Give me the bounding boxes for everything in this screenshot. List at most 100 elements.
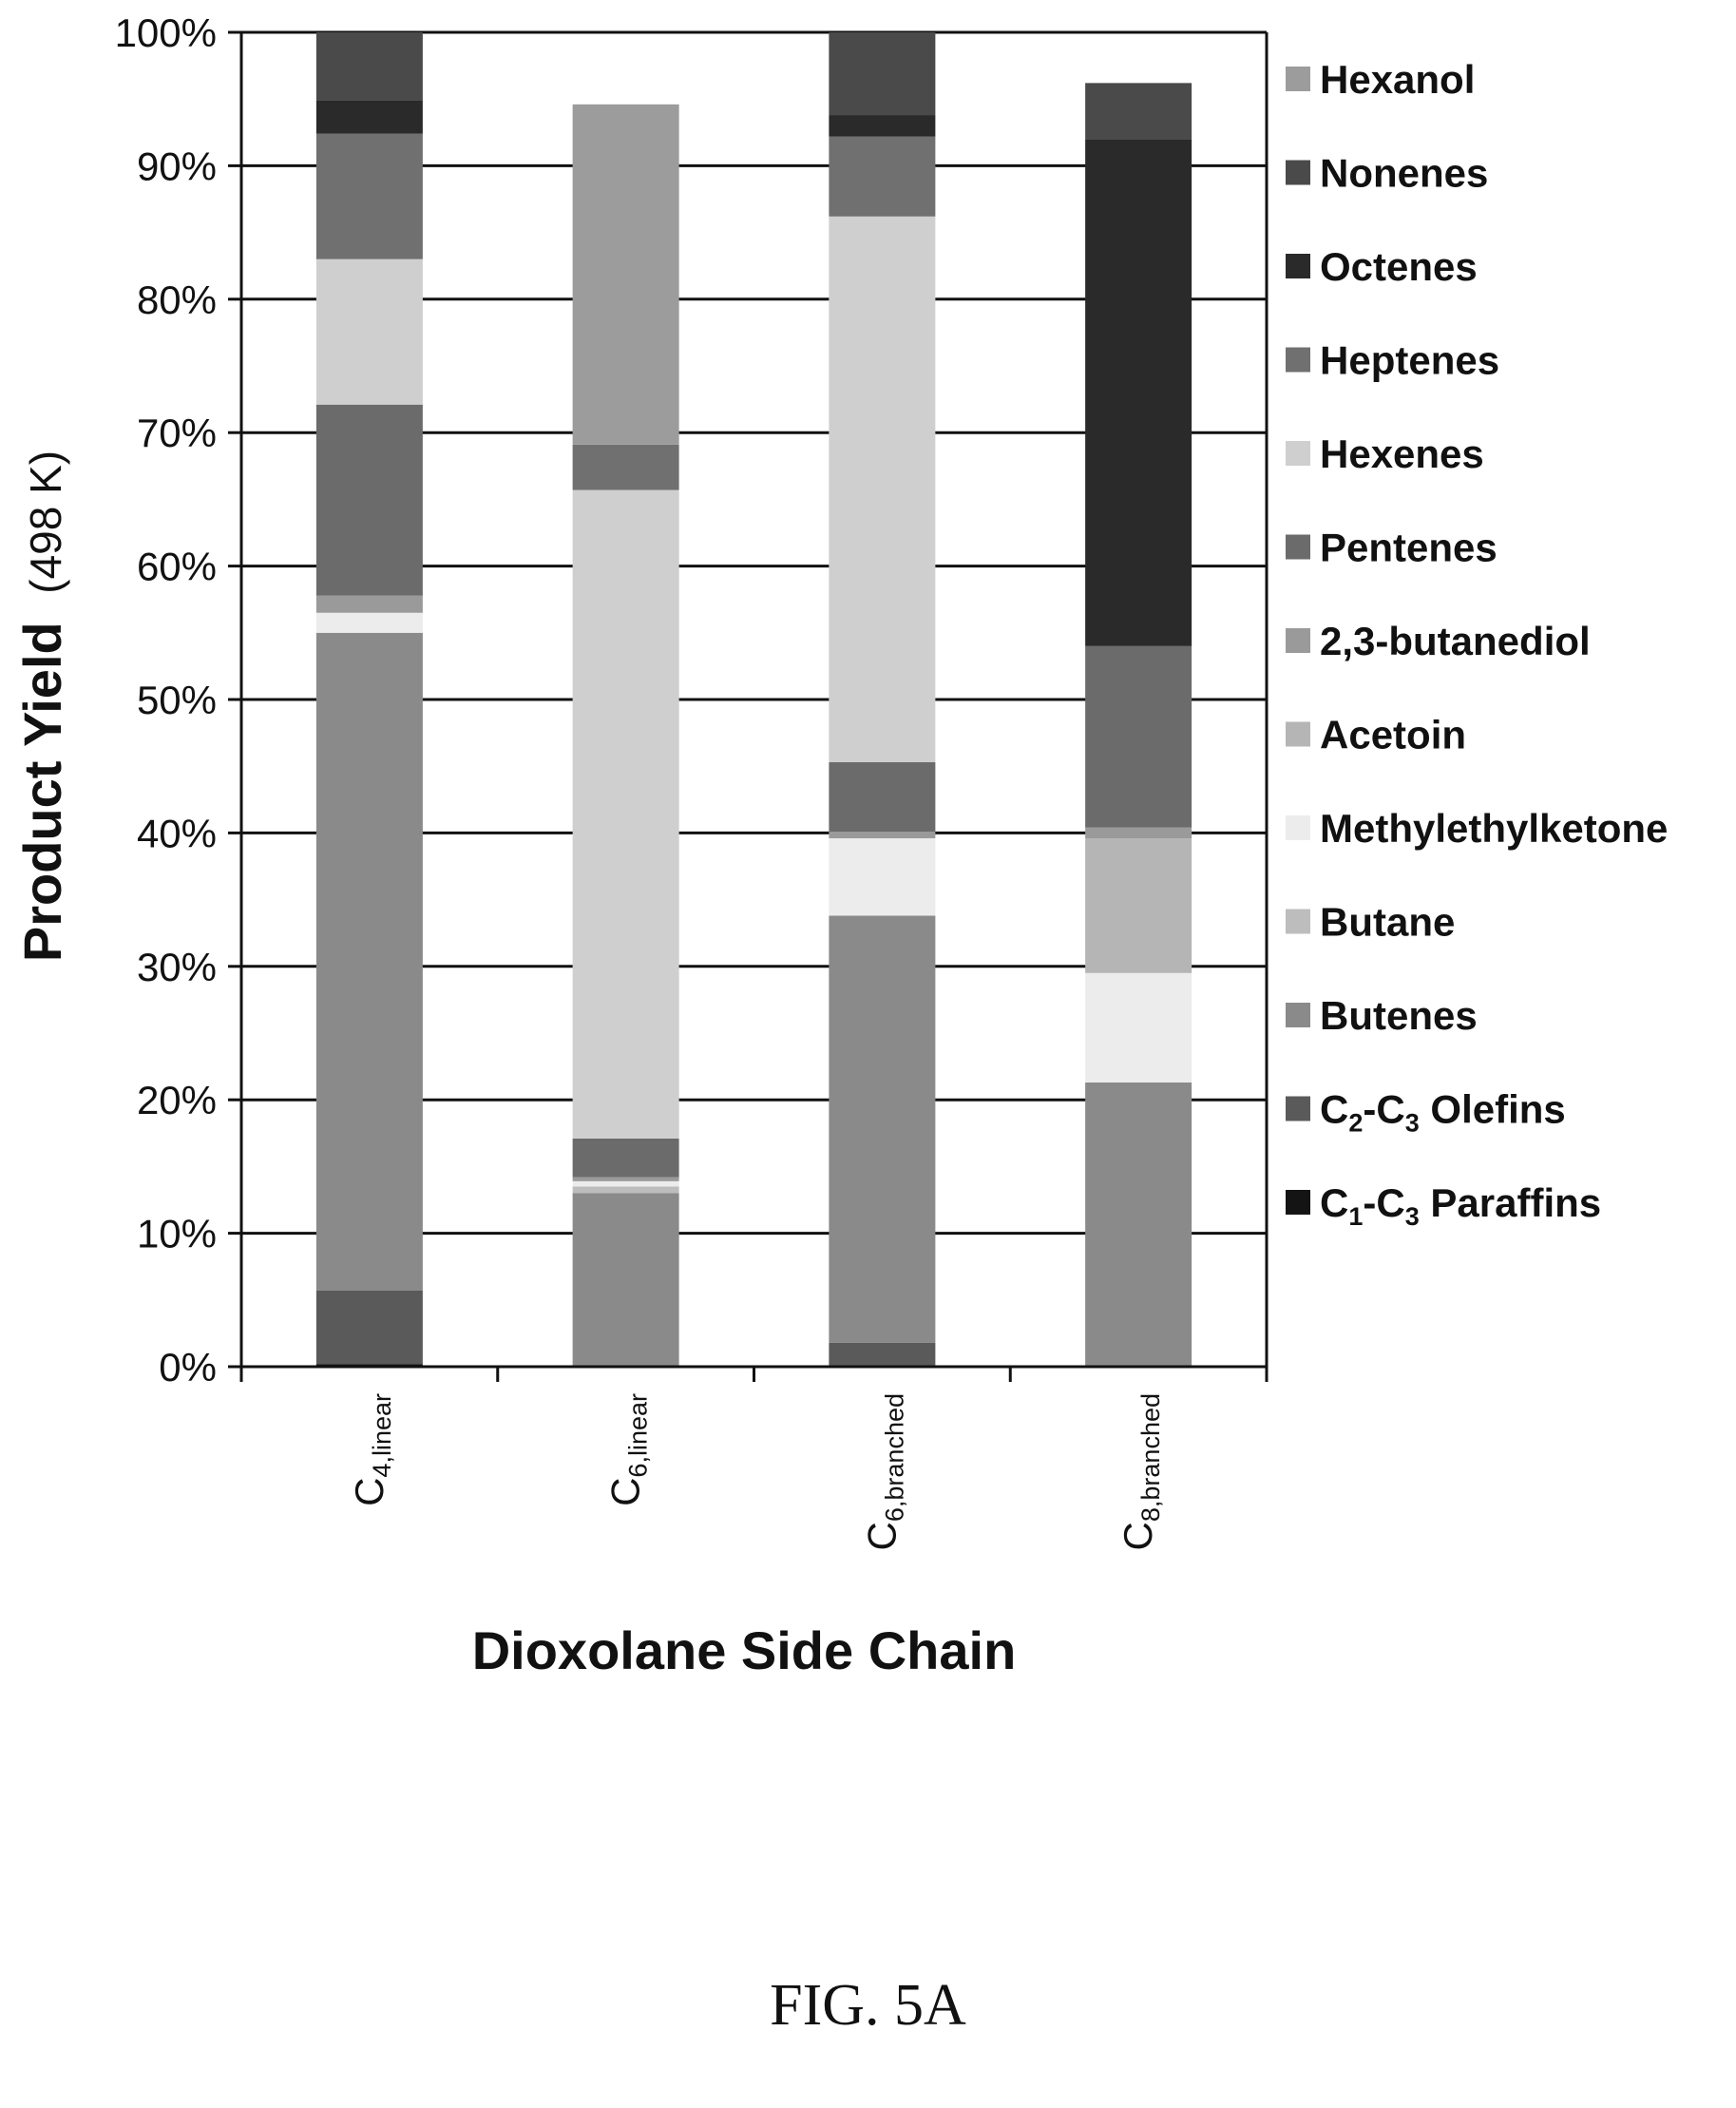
bar-segment: [315, 133, 423, 259]
legend-item: Octenes: [1286, 244, 1478, 289]
bar-segment: [315, 32, 423, 101]
legend-label: Butane: [1320, 900, 1455, 945]
y-tick-label: 20%: [137, 1078, 217, 1122]
legend-swatch: [1286, 347, 1310, 373]
bar-segment: [572, 104, 679, 445]
legend-item: Nonenes: [1286, 151, 1488, 196]
bar-stack: [572, 104, 679, 1367]
bar-segment: [572, 1138, 679, 1178]
x-tick-label: C6,linear: [603, 1393, 653, 1506]
bar-segment: [315, 100, 423, 134]
legend-label: Methylethylketone: [1320, 806, 1668, 851]
y-tick-label: 0%: [159, 1345, 217, 1389]
legend: Hexanol Nonenes Octenes Heptenes Hexenes Pent…: [1286, 57, 1668, 1231]
bar-segment: [829, 136, 936, 217]
axes: [228, 30, 1269, 1382]
legend-item: Hexenes: [1286, 431, 1484, 476]
legend-label: Butenes: [1320, 993, 1478, 1038]
legend-swatch: [1286, 1096, 1310, 1121]
y-axis-title: Product Yield (498 K): [12, 450, 72, 962]
bar-segment: [1085, 827, 1192, 839]
bar-segment: [1085, 838, 1192, 973]
legend-item: 2,3-butanediol: [1286, 619, 1591, 663]
legend-swatch: [1286, 909, 1310, 934]
bar-segment: [1085, 645, 1192, 828]
x-tick-labels: C4,linear C6,linear C6,branched C8,branched: [347, 1393, 1165, 1550]
bar-stack: [1085, 83, 1192, 1367]
bar-segment: [1085, 139, 1192, 646]
bar-segment: [829, 838, 936, 916]
bar-segment: [829, 761, 936, 832]
legend-item: C2-C3 Olefins: [1286, 1087, 1566, 1138]
legend-swatch: [1286, 815, 1310, 840]
y-tick-label: 10%: [137, 1212, 217, 1256]
bar-segment: [829, 115, 936, 137]
y-tick-label: 40%: [137, 811, 217, 855]
bar-segment: [829, 831, 936, 839]
bar-segment: [572, 444, 679, 490]
x-axis-title: Dioxolane Side Chain: [472, 1620, 1017, 1680]
bar-segment: [829, 1342, 936, 1367]
bar-segment: [315, 595, 423, 613]
legend-label: Heptenes: [1320, 338, 1499, 383]
legend-item: Heptenes: [1286, 338, 1499, 383]
bar-stack: [829, 32, 936, 1367]
legend-swatch: [1286, 1003, 1310, 1027]
x-tick-label: C6,branched: [859, 1393, 908, 1550]
legend-swatch: [1286, 67, 1310, 91]
legend-item: Pentenes: [1286, 526, 1498, 570]
bar-segment: [315, 632, 423, 1291]
legend-item: Methylethylketone: [1286, 806, 1668, 851]
bar-segment: [1085, 972, 1192, 1083]
legend-swatch: [1286, 441, 1310, 466]
legend-label: Nonenes: [1320, 151, 1488, 196]
y-tick-label: 90%: [137, 144, 217, 188]
y-tick-label: 80%: [137, 278, 217, 322]
x-tick-label: C4,linear: [347, 1393, 396, 1506]
bar-segment: [572, 1186, 679, 1194]
bar-stack: [315, 32, 423, 1367]
bar-segment: [315, 404, 423, 596]
legend-swatch: [1286, 160, 1310, 185]
x-tick-label: C8,branched: [1116, 1393, 1165, 1550]
y-tick-label: 70%: [137, 411, 217, 455]
legend-swatch: [1286, 1190, 1310, 1215]
bar-segment: [572, 1193, 679, 1367]
y-tick-label: 30%: [137, 945, 217, 989]
legend-item: C1-C3 Paraffins: [1286, 1180, 1601, 1231]
bar-segment: [572, 489, 679, 1139]
y-tick-label: 100%: [115, 10, 217, 55]
bar-segment: [572, 1180, 679, 1187]
bar-segment: [1085, 83, 1192, 140]
legend-item: Butenes: [1286, 993, 1478, 1038]
y-tick-label: 50%: [137, 678, 217, 722]
bar-segment: [572, 1177, 679, 1181]
legend-label: Octenes: [1320, 244, 1478, 289]
legend-item: Acetoin: [1286, 713, 1466, 757]
bar-segment: [829, 915, 936, 1343]
legend-swatch: [1286, 721, 1310, 747]
bar-segment: [829, 32, 936, 116]
legend-label: Hexenes: [1320, 431, 1484, 476]
legend-swatch: [1286, 254, 1310, 278]
legend-label: 2,3-butanediol: [1320, 619, 1591, 663]
bar-segment: [1085, 1082, 1192, 1367]
y-axis-title-unit: (498 K): [21, 450, 70, 594]
y-tick-labels: 0% 10% 20% 30% 40% 50% 60% 70% 80% 90% 100%: [115, 10, 217, 1389]
bar-segment: [315, 612, 423, 633]
legend-label: Pentenes: [1320, 526, 1498, 570]
legend-label: Hexanol: [1320, 57, 1475, 102]
bar-stacks: [315, 32, 1192, 1367]
legend-label: Acetoin: [1320, 713, 1466, 757]
bar-segment: [315, 259, 423, 405]
legend-label: C1-C3 Paraffins: [1320, 1180, 1601, 1231]
y-axis-title-main: Product Yield: [12, 622, 72, 962]
bar-segment: [829, 216, 936, 762]
figure-caption: FIG. 5A: [770, 1973, 966, 2038]
legend-swatch: [1286, 628, 1310, 653]
legend-item: Butane: [1286, 900, 1455, 945]
legend-label: C2-C3 Olefins: [1320, 1087, 1566, 1138]
y-tick-label: 60%: [137, 545, 217, 589]
legend-swatch: [1286, 534, 1310, 560]
